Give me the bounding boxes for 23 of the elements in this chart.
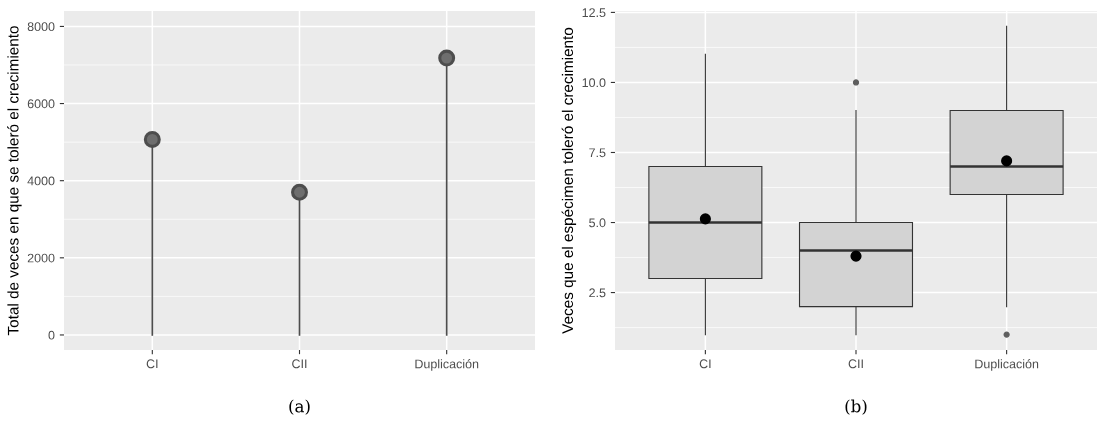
text: (a) xyxy=(289,399,310,415)
x-tick-label: CII xyxy=(848,359,863,369)
y-tick-label: 5.0 xyxy=(589,218,606,228)
y-tick-label: 12.5 xyxy=(582,8,606,18)
y-tick-label: 2.5 xyxy=(589,288,606,298)
y-tick-label: 0 xyxy=(48,330,55,340)
y-tick-label: 8000 xyxy=(27,22,55,32)
y-axis-title: Veces que el espécimen toleró el crecimiento xyxy=(561,27,577,334)
x-tick-label: Duplicación xyxy=(975,359,1039,371)
point xyxy=(143,130,161,148)
y-tick-label: 4000 xyxy=(27,176,55,186)
point xyxy=(291,183,308,201)
x-tick-label: Duplicación xyxy=(415,359,479,371)
y-tick-label: 7.5 xyxy=(589,148,606,158)
y-tick-label: 10.0 xyxy=(582,78,606,88)
y-axis-title: Total de veces en que se toleró el crecimiento xyxy=(7,26,22,336)
y-tick-label: 2000 xyxy=(27,253,55,263)
x-tick-label: CII xyxy=(292,359,307,369)
text: (b) xyxy=(845,399,867,415)
x-tick-label: CI xyxy=(146,359,158,369)
point xyxy=(438,49,456,67)
x-tick-label: CI xyxy=(699,359,711,369)
y-tick-label: 6000 xyxy=(27,99,55,109)
